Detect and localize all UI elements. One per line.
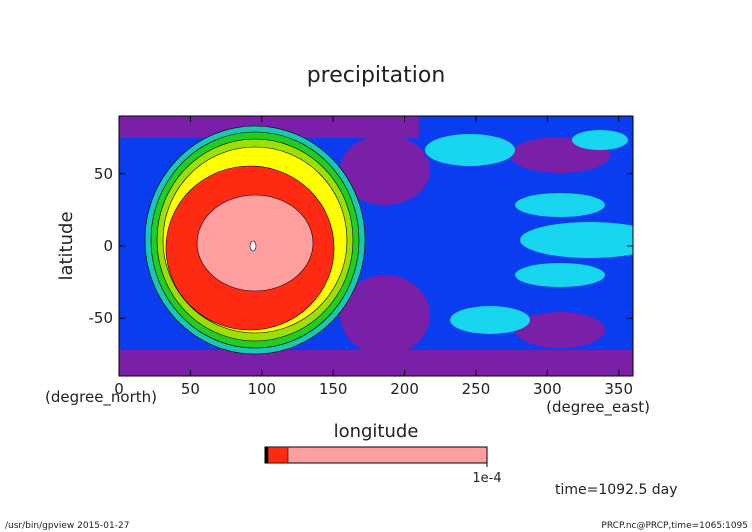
y-axis-units: (degree_north) [45, 388, 157, 407]
colorbar [264, 446, 488, 464]
purple-regions [119, 116, 633, 376]
x-tick-label: 150 [319, 380, 348, 398]
annotation: time=1092.5 day [555, 482, 678, 498]
chart-title: precipitation [307, 63, 446, 88]
footer-left: /usr/bin/gpview 2015-01-27 [5, 521, 129, 531]
x-tick-label: 50 [181, 380, 200, 398]
contour-field [118, 115, 634, 377]
x-tick-label: 0 [114, 380, 124, 398]
y-tick-label: 50 [94, 165, 113, 183]
x-tick-label: 300 [533, 380, 562, 398]
x-tick-label: 100 [247, 380, 276, 398]
footer-right: PRCP.nc@PRCP,time=1065:1095 [601, 521, 748, 531]
y-axis-label: latitude [56, 211, 77, 280]
x-axis-units: (degree_east) [546, 398, 650, 417]
x-axis-label: longitude [334, 421, 419, 442]
contour-band [249, 240, 257, 252]
cyan-regions [425, 130, 633, 334]
colorbar-tick-label: 1e-4 [472, 471, 501, 486]
x-tick-label: 200 [390, 380, 419, 398]
y-tick-label: -50 [89, 309, 114, 327]
colorbar-high [264, 446, 488, 464]
x-tick-label: 350 [604, 380, 633, 398]
x-tick-label: 250 [462, 380, 491, 398]
y-tick-label: 0 [103, 237, 113, 255]
colorbar-low [265, 447, 268, 463]
colorbar-low [267, 446, 289, 464]
